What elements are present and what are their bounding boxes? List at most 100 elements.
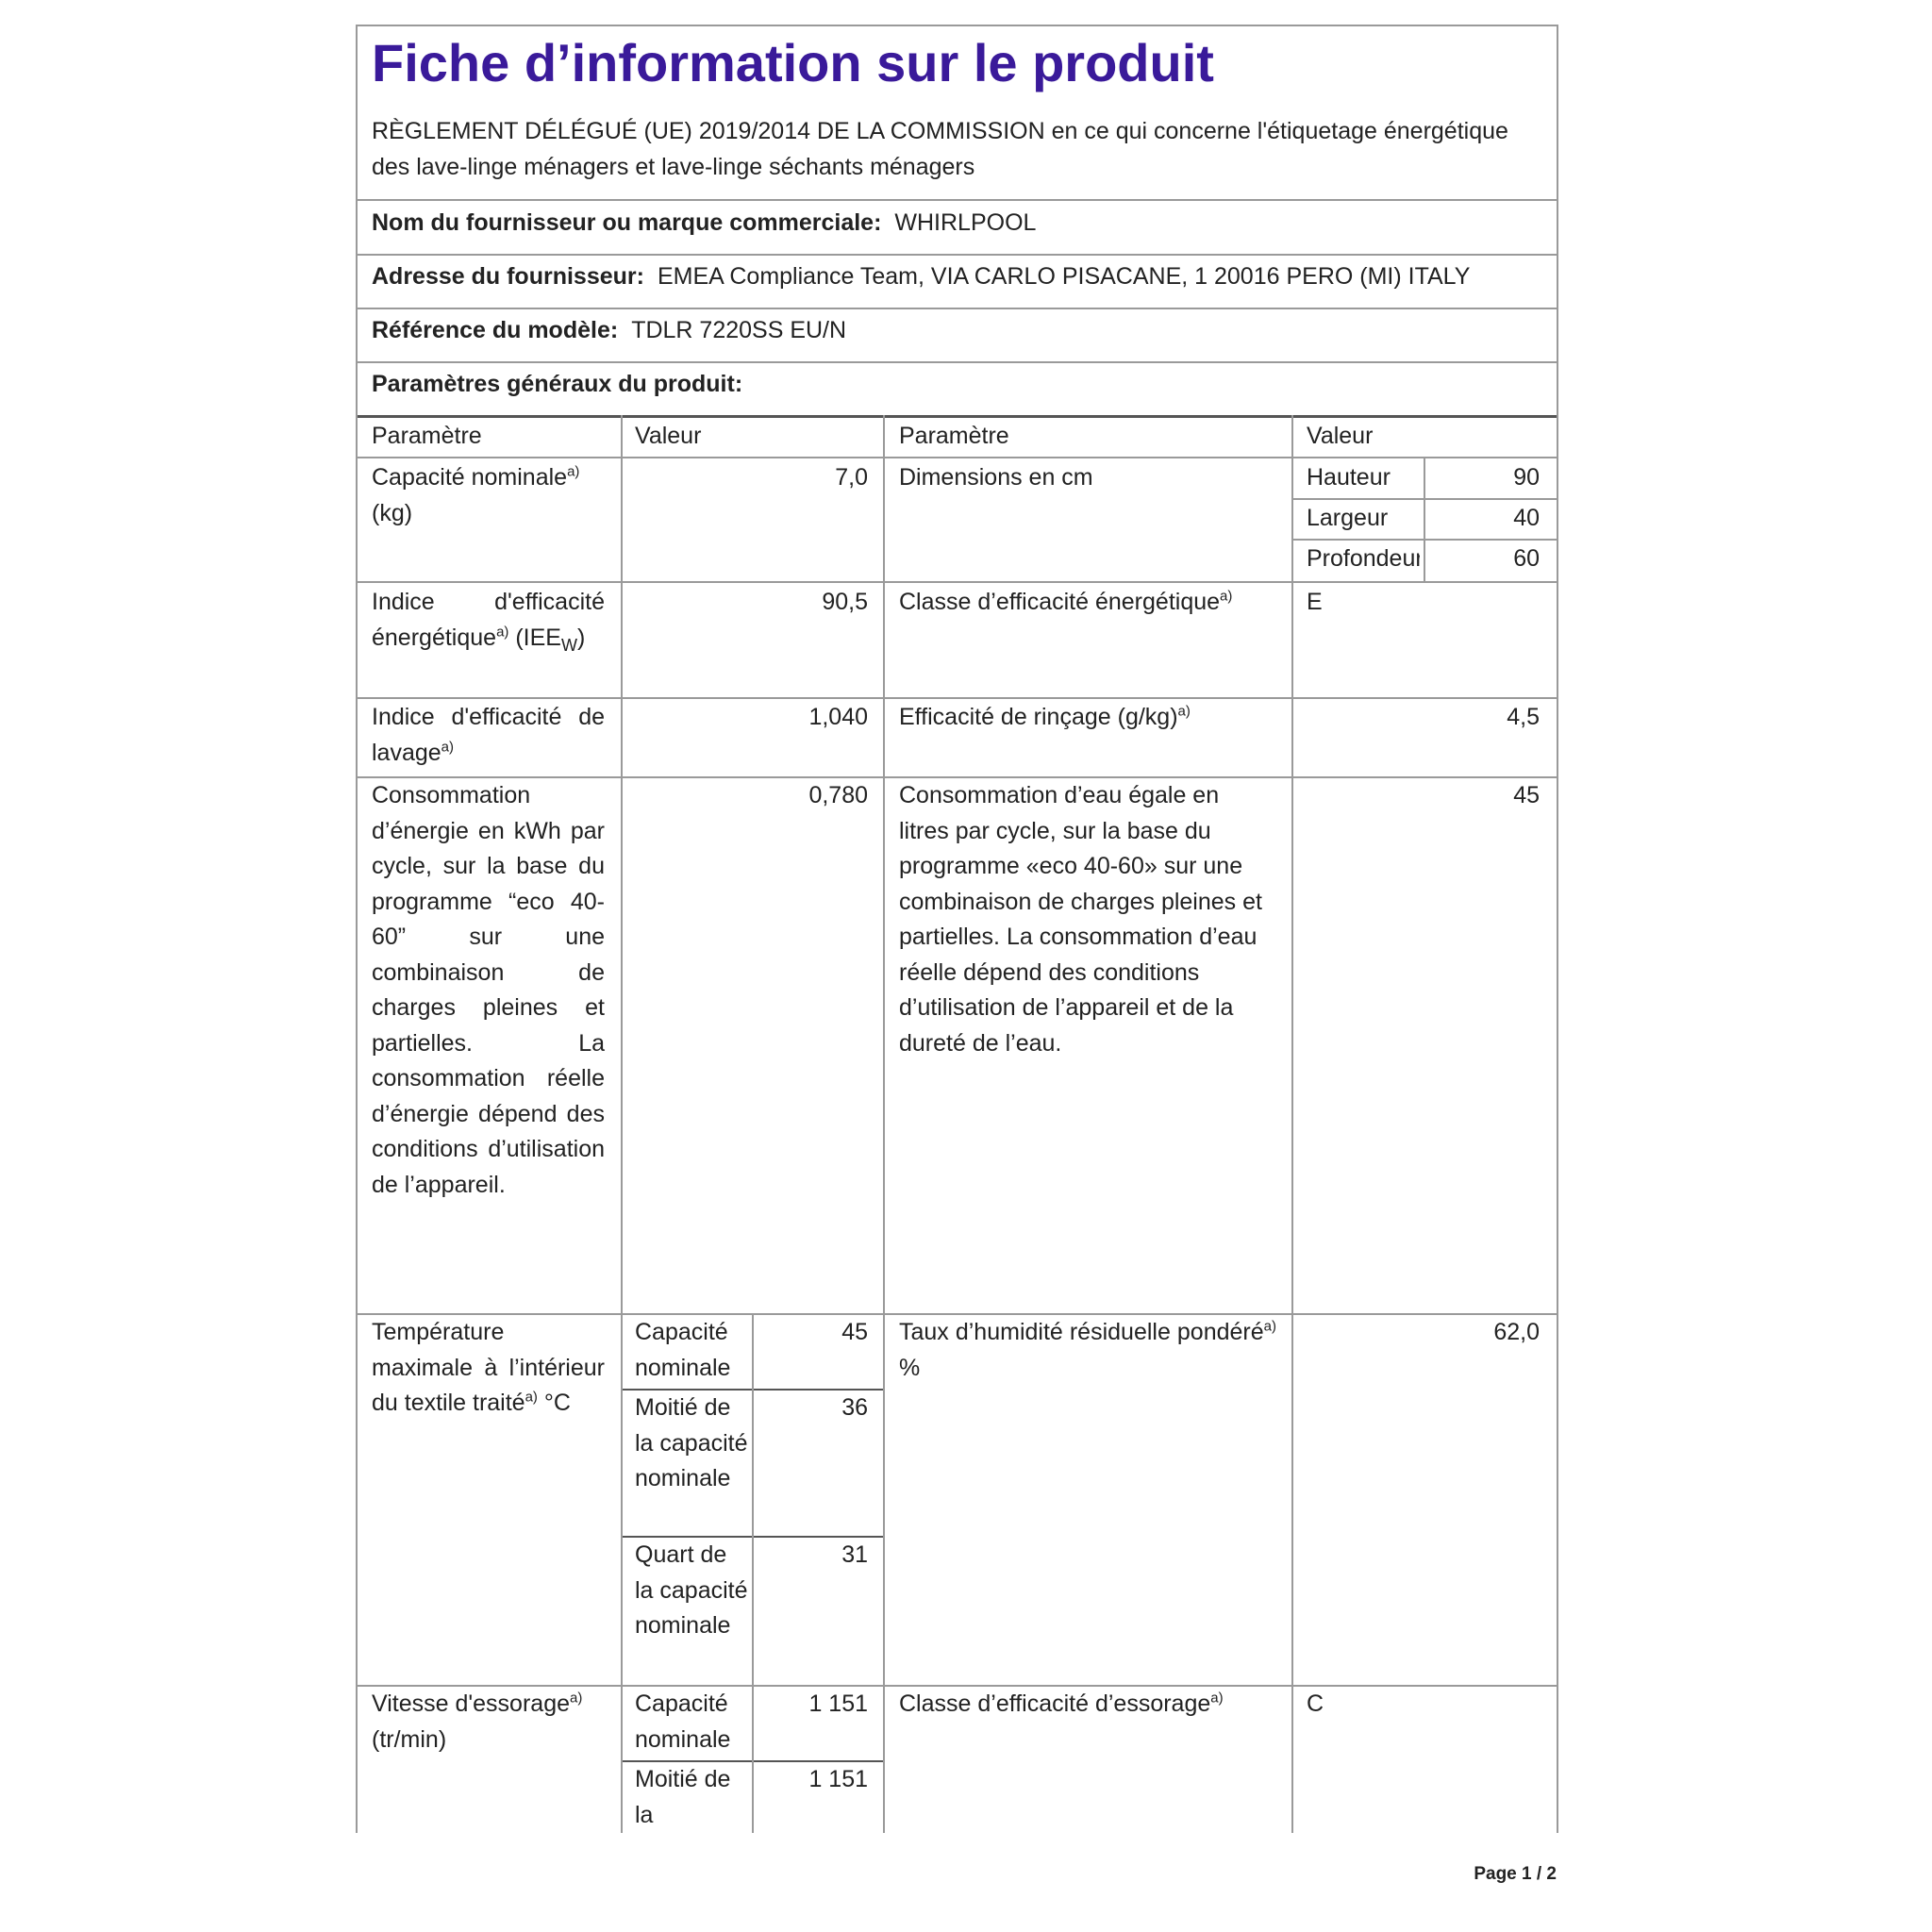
parameter: Indice d'efficacité de lavagea) bbox=[372, 700, 605, 771]
label-part: a) bbox=[1177, 703, 1191, 720]
address: Adresse du fournisseur: EMEA Compliance T… bbox=[372, 259, 1551, 295]
parameter: Indice d'efficacité énergétiquea) (IEEW) bbox=[372, 585, 605, 656]
parameter: Efficacité de rinçage (g/kg)a) bbox=[899, 700, 1276, 736]
field-value: EMEA Compliance Team, VIA CARLO PISACANE… bbox=[657, 263, 1471, 290]
rule bbox=[1291, 415, 1293, 1833]
model: Référence du modèle: TDLR 7220SS EU/N bbox=[372, 313, 1551, 349]
label-part: Indice d'efficacité énergétique bbox=[372, 589, 605, 651]
sub-parameter: Moitié de la bbox=[635, 1766, 731, 1828]
label-part: Classe d’efficacité énergétique bbox=[899, 589, 1221, 615]
column-header: Paramètre bbox=[372, 423, 482, 449]
value: 1,040 bbox=[808, 704, 868, 730]
label-part: Température maximale à l’intérieur du te… bbox=[372, 1319, 605, 1416]
rule bbox=[356, 361, 1558, 363]
column-header: Valeur bbox=[635, 423, 702, 449]
sub-parameter: Moitié de la capacité nominale bbox=[635, 1394, 748, 1491]
field-value: WHIRLPOOL bbox=[894, 209, 1037, 236]
rule bbox=[356, 308, 1558, 309]
parameter: Dimensions en cm bbox=[899, 460, 1276, 496]
rule bbox=[356, 199, 1558, 201]
label-part: Consommation d’eau égale en litres par c… bbox=[899, 782, 1262, 1057]
label-part: Consommation d’énergie en kWh par cycle,… bbox=[372, 782, 605, 1198]
supplier: Nom du fournisseur ou marque commerciale… bbox=[372, 206, 1551, 242]
label-part: Efficacité de rinçage (g/kg) bbox=[899, 704, 1178, 730]
value: 7,0 bbox=[835, 464, 868, 491]
label-part: (kg) bbox=[372, 499, 413, 526]
value: 4,5 bbox=[1507, 704, 1540, 730]
label-part: a) bbox=[1210, 1690, 1224, 1707]
rule bbox=[356, 1313, 1558, 1315]
dimension-name: Largeur bbox=[1307, 505, 1389, 531]
rule bbox=[621, 415, 623, 1833]
label-part: a) bbox=[441, 739, 455, 756]
label-part: % bbox=[899, 1354, 921, 1381]
label-part: a) bbox=[496, 624, 509, 641]
label-part: a) bbox=[567, 463, 580, 480]
rule bbox=[1424, 457, 1425, 581]
field-label: Adresse du fournisseur: bbox=[372, 263, 644, 290]
page-break bbox=[0, 1833, 1932, 1932]
parameter: Vitesse d'essoragea) (tr/min) bbox=[372, 1687, 605, 1757]
value: E bbox=[1307, 589, 1323, 615]
label-part: a) bbox=[1263, 1318, 1276, 1335]
sub-parameter: Quart de la capacité nominale bbox=[635, 1541, 748, 1639]
rule bbox=[356, 415, 1558, 418]
dimension-name: Hauteur bbox=[1307, 464, 1391, 491]
rule bbox=[356, 1685, 1558, 1687]
regulation: RÈGLEMENT DÉLÉGUÉ (UE) 2019/2014 DE LA C… bbox=[372, 118, 1508, 180]
value: 0,780 bbox=[808, 782, 868, 808]
label-part: W bbox=[560, 635, 577, 655]
rule bbox=[356, 581, 1558, 583]
label-part: Capacité nominale bbox=[372, 464, 568, 491]
label-part: a) bbox=[1220, 588, 1233, 605]
rule bbox=[356, 25, 358, 1833]
parameter: Taux d’humidité résiduelle pondéréa) % bbox=[899, 1315, 1276, 1386]
rule bbox=[356, 254, 1558, 256]
field-label: Nom du fournisseur ou marque commerciale… bbox=[372, 209, 882, 236]
section-heading: Paramètres généraux du produit: bbox=[372, 371, 743, 397]
dimension-value: 60 bbox=[1513, 545, 1540, 572]
sub-parameter: Capacité nominale bbox=[635, 1319, 731, 1381]
label-part: Classe d’efficacité d’essorage bbox=[899, 1690, 1211, 1717]
label-part: Vitesse d'essorage bbox=[372, 1690, 570, 1717]
value: 45 bbox=[1513, 782, 1540, 808]
rule bbox=[356, 457, 1558, 458]
value: 36 bbox=[841, 1394, 868, 1421]
label-part: (IEE bbox=[508, 624, 561, 651]
title: Fiche d’information sur le produit bbox=[372, 33, 1214, 92]
value: 62,0 bbox=[1493, 1319, 1540, 1345]
label-part: (tr/min) bbox=[372, 1725, 447, 1753]
label-part: Dimensions en cm bbox=[899, 464, 1093, 491]
value: 45 bbox=[841, 1319, 868, 1345]
parameter: Consommation d’eau égale en litres par c… bbox=[899, 778, 1267, 1061]
rule bbox=[356, 776, 1558, 778]
label-part: °C bbox=[537, 1390, 571, 1416]
rule bbox=[1557, 25, 1558, 1833]
dimension-value: 40 bbox=[1513, 505, 1540, 531]
page-number: Page 1 / 2 bbox=[1474, 1864, 1557, 1884]
label-part: a) bbox=[570, 1690, 583, 1707]
dimension-name: Profondeur bbox=[1307, 545, 1420, 572]
parameter: Consommation d’énergie en kWh par cycle,… bbox=[372, 778, 605, 1203]
value: 1 151 bbox=[808, 1766, 868, 1792]
label-part: Taux d’humidité résiduelle pondéré bbox=[899, 1319, 1264, 1345]
parameter: Température maximale à l’intérieur du te… bbox=[372, 1315, 605, 1422]
value: 31 bbox=[841, 1541, 868, 1568]
label-part: a) bbox=[525, 1389, 538, 1406]
column-header: Paramètre bbox=[899, 423, 1009, 449]
rule bbox=[752, 1313, 754, 1833]
field-value: TDLR 7220SS EU/N bbox=[631, 317, 847, 343]
parameter: Classe d’efficacité énergétiquea) bbox=[899, 585, 1276, 621]
value: 90,5 bbox=[822, 589, 868, 615]
label-part: Indice d'efficacité de lavage bbox=[372, 704, 605, 766]
rule bbox=[356, 25, 1558, 26]
column-header: Valeur bbox=[1307, 423, 1374, 449]
field-label: Référence du modèle: bbox=[372, 317, 619, 343]
parameter: Classe d’efficacité d’essoragea) bbox=[899, 1687, 1276, 1723]
parameter: Capacité nominalea) (kg) bbox=[372, 460, 605, 531]
label-part: ) bbox=[576, 624, 586, 651]
value: 1 151 bbox=[808, 1690, 868, 1717]
rule bbox=[356, 697, 1558, 699]
value: C bbox=[1307, 1690, 1324, 1717]
sub-parameter: Capacité nominale bbox=[635, 1690, 731, 1753]
